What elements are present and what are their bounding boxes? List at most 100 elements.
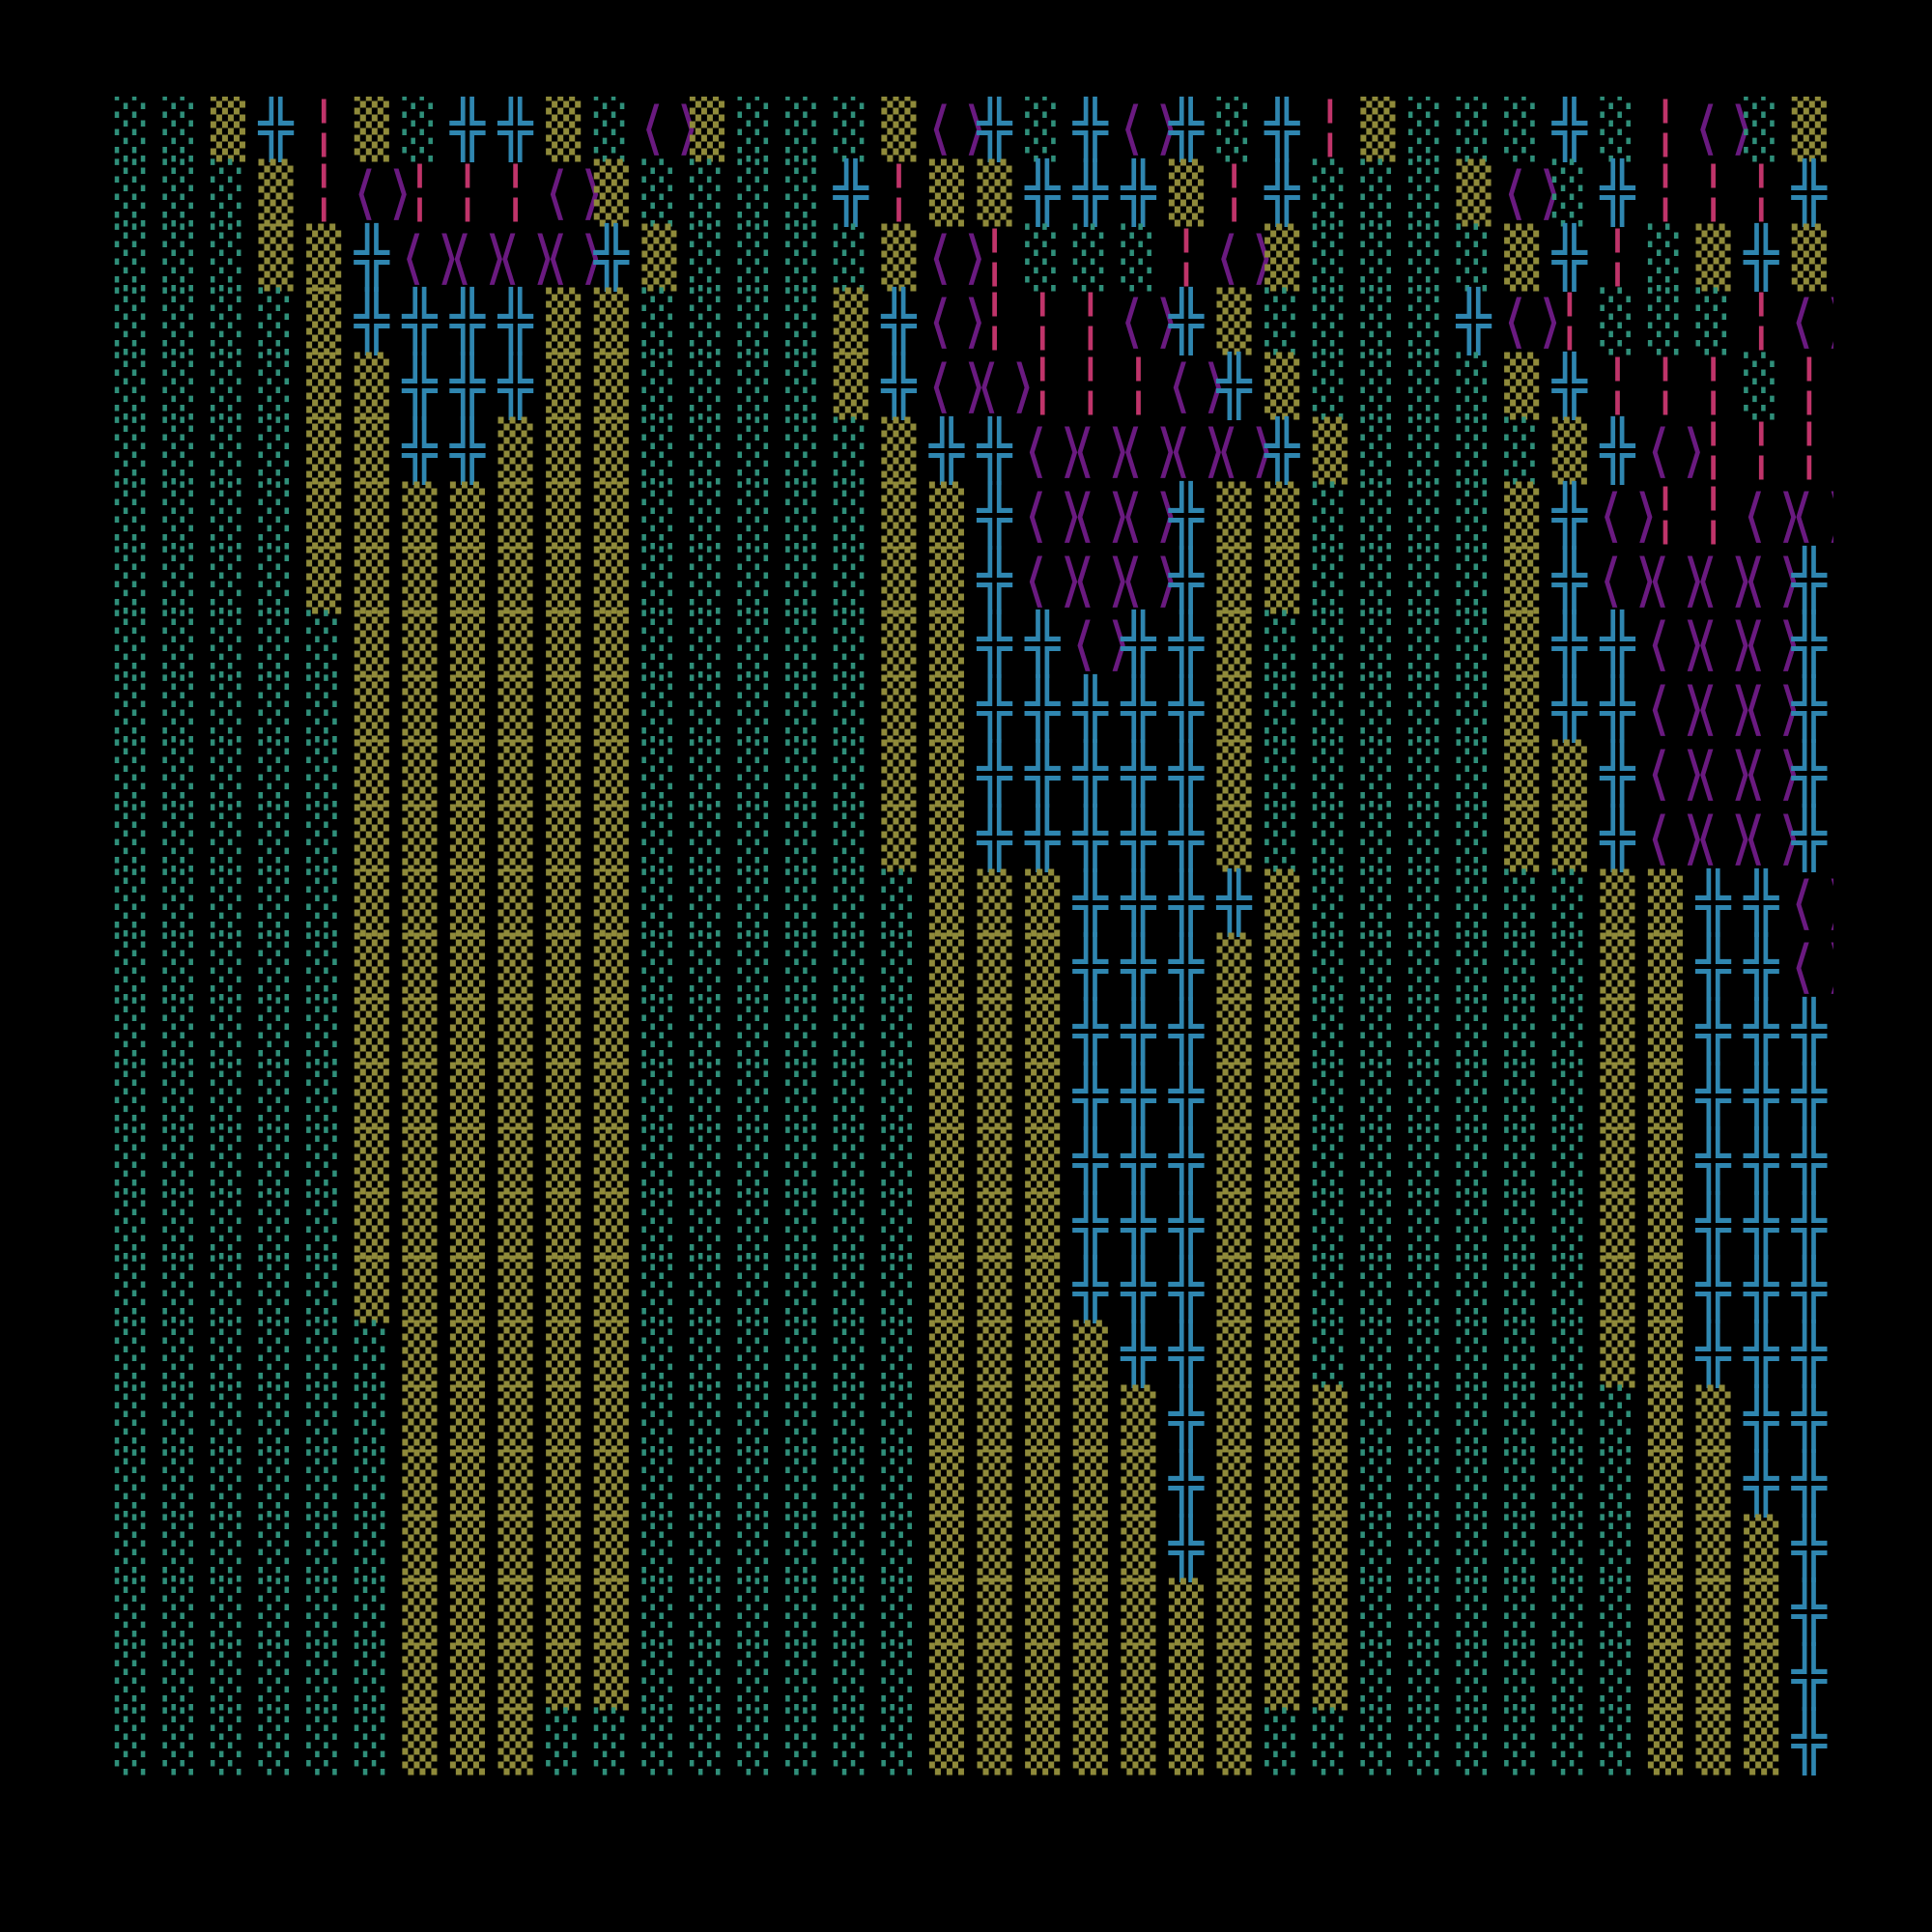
dot-glyph: ░: [641, 158, 677, 227]
shade-glyph: ▒: [546, 804, 582, 872]
dot-glyph: ░: [354, 1449, 389, 1518]
dot-glyph: ░: [1360, 1708, 1396, 1776]
bar-glyph: ╎: [1072, 288, 1108, 356]
cross-glyph: ╬: [1551, 97, 1587, 162]
shade-glyph: ▒: [546, 1385, 582, 1453]
shade-glyph: ▒: [689, 97, 725, 162]
bar-glyph: ╎: [1791, 353, 1827, 421]
cross-glyph: ╬: [402, 417, 438, 485]
shade-glyph: ▒: [1600, 868, 1635, 937]
shade-glyph: ▒: [1647, 998, 1684, 1066]
dot-glyph: ░: [785, 804, 821, 872]
shade-glyph: ▒: [449, 675, 486, 744]
cross-glyph: ╬: [1025, 804, 1061, 872]
angle-glyph: ⟨⟩: [1689, 804, 1760, 872]
shade-glyph: ▒: [1600, 1321, 1635, 1389]
dot-glyph: ░: [689, 1385, 725, 1453]
dot-glyph: ░: [593, 1708, 629, 1776]
cross-glyph: ╬: [1791, 611, 1827, 679]
angle-glyph: ⟨⟩: [1737, 675, 1807, 744]
dot-glyph: ░: [689, 933, 725, 1002]
shade-glyph: ▒: [1360, 97, 1396, 162]
shade-glyph: ▒: [449, 804, 486, 872]
dot-glyph: ░: [258, 288, 294, 356]
dot-glyph: ░: [1407, 158, 1444, 227]
dot-glyph: ░: [689, 804, 725, 872]
dot-glyph: ░: [210, 1256, 246, 1324]
dot-glyph: ░: [210, 1643, 246, 1712]
angle-glyph: ⟨⟩: [1689, 675, 1760, 744]
dot-glyph: ░: [833, 1514, 868, 1582]
dot-glyph: ░: [689, 288, 725, 356]
bar-glyph: ╎: [1647, 353, 1684, 421]
shade-glyph: ▒: [1025, 933, 1061, 1002]
cross-glyph: ╬: [1121, 1256, 1156, 1324]
cross-glyph: ╬: [1121, 868, 1156, 937]
shade-glyph: ▒: [449, 1514, 486, 1582]
cross-glyph: ╬: [1168, 97, 1205, 162]
dot-glyph: ░: [114, 1643, 150, 1712]
cross-glyph: ╬: [1456, 288, 1492, 356]
angle-glyph: ⟨⟩: [348, 158, 418, 227]
shade-glyph: ▒: [977, 998, 1012, 1066]
dot-glyph: ░: [162, 1385, 198, 1453]
dot-glyph: ░: [1025, 97, 1061, 162]
dot-glyph: ░: [1407, 675, 1444, 744]
shade-glyph: ▒: [546, 675, 582, 744]
shade-glyph: ▒: [593, 1256, 629, 1324]
dot-glyph: ░: [1407, 1578, 1444, 1647]
shade-glyph: ▒: [1695, 1514, 1731, 1582]
dot-glyph: ░: [1456, 1708, 1492, 1776]
dot-glyph: ░: [1600, 1708, 1635, 1776]
dot-glyph: ░: [881, 1063, 917, 1130]
dot-glyph: ░: [114, 1126, 150, 1195]
dot-glyph: ░: [689, 1708, 725, 1776]
angle-glyph: ⟨⟩: [1066, 417, 1137, 485]
shade-glyph: ▒: [1264, 1578, 1300, 1647]
dot-glyph: ░: [689, 1514, 725, 1582]
cross-glyph: ╬: [1791, 804, 1827, 872]
cross-glyph: ╬: [1791, 675, 1827, 744]
cross-glyph: ╬: [977, 740, 1012, 808]
angle-glyph: ⟨⟩: [1689, 740, 1760, 808]
shade-glyph: ▒: [546, 1063, 582, 1130]
dot-glyph: ░: [1504, 1385, 1540, 1453]
dot-glyph: ░: [1407, 1449, 1444, 1518]
shade-glyph: ▒: [593, 1643, 629, 1712]
dot-glyph: ░: [1312, 675, 1348, 744]
dot-glyph: ░: [1407, 1321, 1444, 1389]
angle-glyph: ⟨⟩: [443, 223, 514, 292]
bar-glyph: ╎: [1121, 353, 1156, 421]
shade-glyph: ▒: [1647, 1385, 1684, 1453]
dot-glyph: ░: [641, 1256, 677, 1324]
dot-glyph: ░: [689, 1063, 725, 1130]
shade-glyph: ▒: [1264, 1321, 1300, 1389]
shade-glyph: ▒: [1695, 1449, 1731, 1518]
dot-glyph: ░: [1360, 1126, 1396, 1195]
shade-glyph: ▒: [1264, 1449, 1300, 1518]
dot-glyph: ░: [833, 1578, 868, 1647]
dot-glyph: ░: [1407, 868, 1444, 937]
angle-glyph: ⟨⟩: [1066, 481, 1137, 550]
dot-glyph: ░: [1551, 1578, 1587, 1647]
dot-glyph: ░: [641, 1321, 677, 1389]
dot-glyph: ░: [210, 1321, 246, 1389]
dot-glyph: ░: [1360, 1643, 1396, 1712]
cross-glyph: ╬: [1791, 1385, 1827, 1453]
shade-glyph: ▒: [1216, 675, 1252, 744]
dot-glyph: ░: [1407, 1191, 1444, 1260]
shade-glyph: ▒: [593, 1514, 629, 1582]
cross-glyph: ╬: [1791, 1643, 1827, 1712]
dot-glyph: ░: [689, 1643, 725, 1712]
cross-glyph: ╬: [1072, 933, 1108, 1002]
bar-glyph: ╎: [1695, 158, 1731, 227]
dot-glyph: ░: [1456, 868, 1492, 937]
dot-glyph: ░: [641, 1708, 677, 1776]
cross-glyph: ╬: [1168, 1514, 1205, 1582]
shade-glyph: ▒: [1551, 740, 1587, 808]
shade-glyph: ▒: [1791, 223, 1827, 292]
cross-glyph: ╬: [593, 223, 629, 292]
dot-glyph: ░: [641, 933, 677, 1002]
dot-glyph: ░: [1312, 288, 1348, 356]
glyph-grid: ░ ░ ▒ ╬ ╎ ▒ ░ ╬ ╬ ▒ ░ ⟨⟩ ▒ ░ ░ ░ ▒ ⟨⟩ ╬ ░ ╬ ⟨⟩ ╬ ░ ╬ ╎ ▒ ░ ░ ░ ╬ ░ ╎ ⟨⟩ ░ ▒…: [108, 97, 1833, 1835]
